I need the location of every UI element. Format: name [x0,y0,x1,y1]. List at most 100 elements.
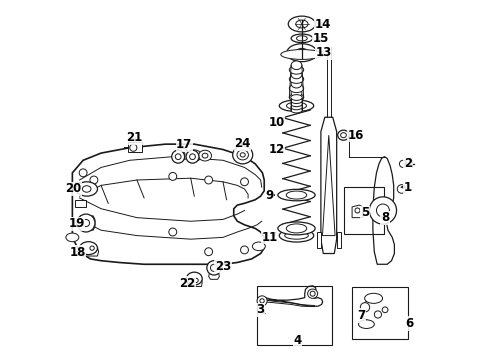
Text: 11: 11 [261,231,277,244]
Ellipse shape [76,182,97,196]
Ellipse shape [90,176,98,184]
Ellipse shape [296,36,306,41]
Bar [128,142,142,152]
Text: 13: 13 [315,46,331,59]
Text: 15: 15 [312,32,328,45]
Ellipse shape [373,311,381,318]
Ellipse shape [204,176,212,184]
Text: 17: 17 [176,138,192,151]
Ellipse shape [280,50,322,59]
Bar [75,200,86,207]
Text: 5: 5 [360,207,368,220]
Ellipse shape [286,102,306,109]
Ellipse shape [286,44,316,62]
Text: 14: 14 [314,18,330,31]
Ellipse shape [171,150,184,163]
Ellipse shape [77,214,95,232]
Ellipse shape [290,34,312,42]
Bar [351,287,407,338]
Ellipse shape [285,224,306,233]
Polygon shape [351,205,362,218]
Ellipse shape [290,98,302,104]
Text: 1: 1 [403,181,411,194]
Ellipse shape [186,272,202,285]
Text: 24: 24 [234,137,250,150]
Polygon shape [322,135,334,235]
Ellipse shape [289,93,303,102]
Ellipse shape [290,107,302,113]
Ellipse shape [82,220,89,226]
Ellipse shape [309,291,314,296]
Ellipse shape [240,178,248,186]
Text: 23: 23 [214,260,231,273]
Text: 3: 3 [256,303,264,316]
Ellipse shape [189,154,195,159]
Ellipse shape [290,104,302,110]
Ellipse shape [279,229,313,242]
Ellipse shape [358,320,373,328]
Ellipse shape [277,189,314,201]
Ellipse shape [295,48,308,57]
Ellipse shape [198,150,211,161]
Ellipse shape [257,296,266,306]
Ellipse shape [187,150,201,161]
Ellipse shape [202,153,207,158]
Ellipse shape [364,293,382,303]
Ellipse shape [289,75,303,84]
Text: 6: 6 [405,317,413,330]
Ellipse shape [290,101,302,107]
Ellipse shape [382,307,387,313]
Bar [257,286,332,345]
Text: 12: 12 [268,143,285,156]
Ellipse shape [399,160,406,167]
Ellipse shape [252,242,265,251]
Ellipse shape [354,208,359,213]
Text: 7: 7 [357,309,365,322]
Text: 19: 19 [68,217,85,230]
Text: 2: 2 [403,157,411,170]
Ellipse shape [290,95,302,100]
Ellipse shape [175,154,181,159]
Ellipse shape [340,133,346,138]
Ellipse shape [174,148,188,160]
Ellipse shape [90,248,98,256]
Text: 4: 4 [292,334,301,347]
Ellipse shape [260,299,264,303]
Ellipse shape [168,228,176,236]
Polygon shape [316,232,320,248]
Ellipse shape [178,152,184,157]
Ellipse shape [307,289,317,298]
Ellipse shape [237,150,248,160]
Ellipse shape [66,233,79,242]
Ellipse shape [287,16,315,32]
Ellipse shape [337,130,348,140]
Polygon shape [81,247,99,256]
Ellipse shape [290,89,301,97]
Ellipse shape [240,246,248,254]
Polygon shape [336,232,340,248]
Ellipse shape [168,172,176,180]
Ellipse shape [277,222,314,235]
Ellipse shape [396,185,405,193]
Ellipse shape [129,144,137,151]
Ellipse shape [232,146,252,164]
Ellipse shape [295,20,307,28]
Text: 10: 10 [268,116,285,129]
Polygon shape [372,157,394,264]
Ellipse shape [289,66,303,74]
Ellipse shape [206,261,221,275]
Text: 16: 16 [347,129,363,142]
Polygon shape [187,278,202,287]
Bar [344,187,383,234]
Ellipse shape [210,264,217,271]
Ellipse shape [290,70,301,79]
Ellipse shape [90,246,94,250]
Ellipse shape [376,204,388,217]
Ellipse shape [80,242,97,255]
Text: 18: 18 [69,246,85,259]
Ellipse shape [284,232,308,239]
Ellipse shape [368,197,396,224]
Text: 9: 9 [265,189,273,202]
Ellipse shape [240,153,244,157]
Ellipse shape [279,100,313,112]
